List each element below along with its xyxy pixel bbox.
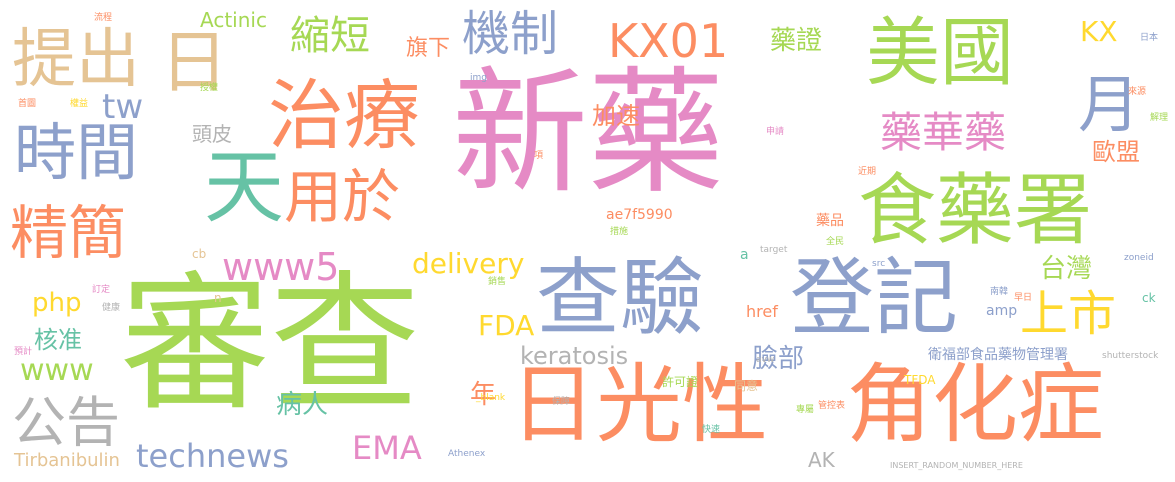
word: 提出 <box>12 23 140 97</box>
word: AK <box>808 448 835 472</box>
word: 許可證 <box>662 375 699 389</box>
word: 角化症 <box>846 355 1104 455</box>
word: php <box>32 288 82 318</box>
word: 頭皮 <box>192 122 232 146</box>
word: 授權 <box>200 83 219 93</box>
word: INSERT_RANDOM_NUMBER_HERE <box>890 461 1023 470</box>
word: tw <box>102 87 144 127</box>
word: 保障 <box>552 397 571 407</box>
word: 銷售 <box>488 277 507 287</box>
word: zoneid <box>1124 253 1154 263</box>
word: ae7f5990 <box>606 207 673 223</box>
word: 藥品 <box>816 213 844 229</box>
word: 措施 <box>610 227 629 237</box>
word: img <box>470 73 487 83</box>
word: 藥華藥 <box>880 108 1007 157</box>
word: 流程 <box>94 13 113 23</box>
word: EMA <box>352 429 422 467</box>
word: 來源 <box>1128 87 1147 97</box>
word: 近期 <box>858 167 877 177</box>
word: 年 <box>470 380 497 410</box>
word: 縮短 <box>290 13 370 59</box>
word: ck <box>1142 291 1156 305</box>
word: 同意 <box>734 379 759 393</box>
word: 健康 <box>102 303 121 313</box>
word: 日 <box>160 24 229 103</box>
word: 上市 <box>1020 286 1117 342</box>
word: 公告 <box>12 391 120 454</box>
word: cb <box>192 247 207 261</box>
word: target <box>760 245 788 255</box>
word: 新藥 <box>452 55 724 213</box>
word: 項 <box>534 151 544 161</box>
word: Tirbanibulin <box>14 450 120 471</box>
word: 藥證 <box>770 26 823 56</box>
word: 訂定 <box>92 285 111 295</box>
word: 南韓 <box>990 287 1009 297</box>
word: KX <box>1080 15 1118 48</box>
word: 病人 <box>276 390 329 420</box>
word: 精簡 <box>10 199 127 267</box>
word: 台灣 <box>1040 254 1093 284</box>
word: src <box>872 259 886 269</box>
word: 機制 <box>462 6 559 62</box>
word: Actinic <box>200 8 267 32</box>
word: 日光性 <box>510 355 768 455</box>
word: 日本 <box>1140 33 1159 43</box>
word: 美國 <box>866 10 1014 96</box>
word: 全民 <box>826 237 845 247</box>
word: shutterstock <box>1102 351 1159 361</box>
word: 時間 <box>14 116 139 189</box>
word: 預計 <box>14 347 33 357</box>
word: 旗下 <box>406 36 451 61</box>
word: www <box>20 353 94 388</box>
word: _blank <box>476 393 506 403</box>
word: KX01 <box>608 14 729 68</box>
word: 治療 <box>268 71 420 160</box>
word: technews <box>136 437 289 475</box>
word: 臉部 <box>752 344 805 374</box>
word: 解理 <box>1150 113 1169 123</box>
word: 登記 <box>790 249 959 347</box>
word: TFDA <box>904 373 936 387</box>
word: 首圖 <box>18 99 37 109</box>
word: keratosis <box>520 342 629 370</box>
word: 加速 <box>592 102 640 130</box>
word: 申請 <box>766 127 785 137</box>
word: amp <box>986 303 1018 319</box>
word: 審查 <box>120 258 421 432</box>
word: 天 <box>204 141 284 234</box>
word: n <box>214 291 222 305</box>
word: www5 <box>222 245 340 289</box>
word: 權益 <box>70 99 89 109</box>
word: 管控表 <box>818 401 846 411</box>
word: avw <box>756 355 775 365</box>
word: 早日 <box>1014 293 1033 303</box>
word: href <box>746 302 778 321</box>
word: 核准 <box>34 326 82 354</box>
word: Athenex <box>448 449 486 459</box>
word: a <box>740 247 749 263</box>
word: 用於 <box>284 163 401 231</box>
word: 查驗 <box>536 249 705 347</box>
word: 快速 <box>702 425 721 435</box>
word: FDA <box>478 309 535 342</box>
word: delivery <box>412 247 525 280</box>
word: 月 <box>1078 68 1141 141</box>
word: 專屬 <box>796 405 815 415</box>
word: 衛福部食品藥物管理署 <box>928 347 1068 363</box>
word: 歐盟 <box>1092 138 1140 166</box>
word: 食藥署 <box>858 166 1093 256</box>
